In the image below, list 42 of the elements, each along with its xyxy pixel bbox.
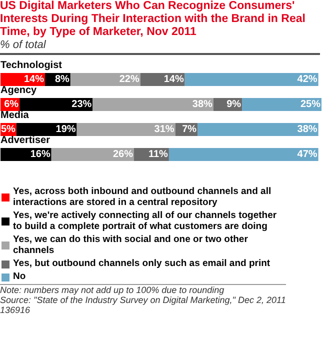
- y-tick-label: Technologist: [0, 60, 63, 71]
- data-label: 16%: [30, 149, 50, 160]
- chart-subtitle: % of total: [0, 39, 320, 55]
- bar: [168, 148, 318, 161]
- bar: [76, 123, 176, 136]
- data-label: 31%: [154, 124, 174, 135]
- bar: [20, 98, 93, 111]
- data-label: 42%: [297, 74, 318, 85]
- text: 136916: [0, 305, 32, 315]
- data-label: 22%: [119, 74, 140, 85]
- y-tick-label: Media: [0, 110, 30, 121]
- data-label: 14%: [24, 74, 44, 85]
- legend-label: Yes, we're actively connecting all of our channels together to build a complete portrait of what customers are doing: [13, 210, 277, 232]
- data-label: 26%: [112, 149, 134, 160]
- bar: [184, 73, 318, 86]
- data-label: 47%: [297, 149, 318, 160]
- data-label: 6%: [4, 99, 19, 110]
- bar: [242, 98, 322, 111]
- text: Note: numbers may not add up to 100% due to rounding: [0, 285, 226, 295]
- legend-label: Yes, we can do this with social and one or two other channels: [13, 234, 248, 256]
- data-label: 14%: [164, 74, 184, 85]
- y-tick-label: Advertiser: [0, 135, 50, 146]
- data-label: 5%: [0, 124, 16, 135]
- source-note: Source: "State of the Industry Survey on Digital Marketing," Dec 2, 2011: [0, 295, 286, 305]
- data-label: 9%: [226, 99, 242, 110]
- legend-label: Yes, but outbound channels only such as email and print: [13, 258, 270, 269]
- data-label: 19%: [56, 124, 76, 135]
- bar: [70, 73, 140, 86]
- legend-label: No: [13, 271, 27, 282]
- bar: [92, 98, 214, 111]
- bar: [198, 123, 318, 136]
- data-label: 38%: [297, 124, 318, 135]
- data-label: 23%: [72, 99, 92, 110]
- data-label: 8%: [54, 74, 70, 85]
- data-label: 25%: [300, 99, 321, 110]
- y-tick-label: Agency: [0, 85, 38, 96]
- data-label: 38%: [192, 99, 213, 110]
- legend-label: Yes, across both inbound and outbound channels and all interactions are stored in a central repository: [13, 186, 272, 208]
- data-label: 7%: [182, 124, 197, 135]
- data-label: 11%: [148, 149, 168, 160]
- bar: [51, 148, 134, 161]
- chart-title: US Digital Marketers Who Can Recognize Consumers' Interests During Their Interaction with the Brand in Real Time, by Type of Marketer, Nov 2011: [0, 0, 306, 39]
